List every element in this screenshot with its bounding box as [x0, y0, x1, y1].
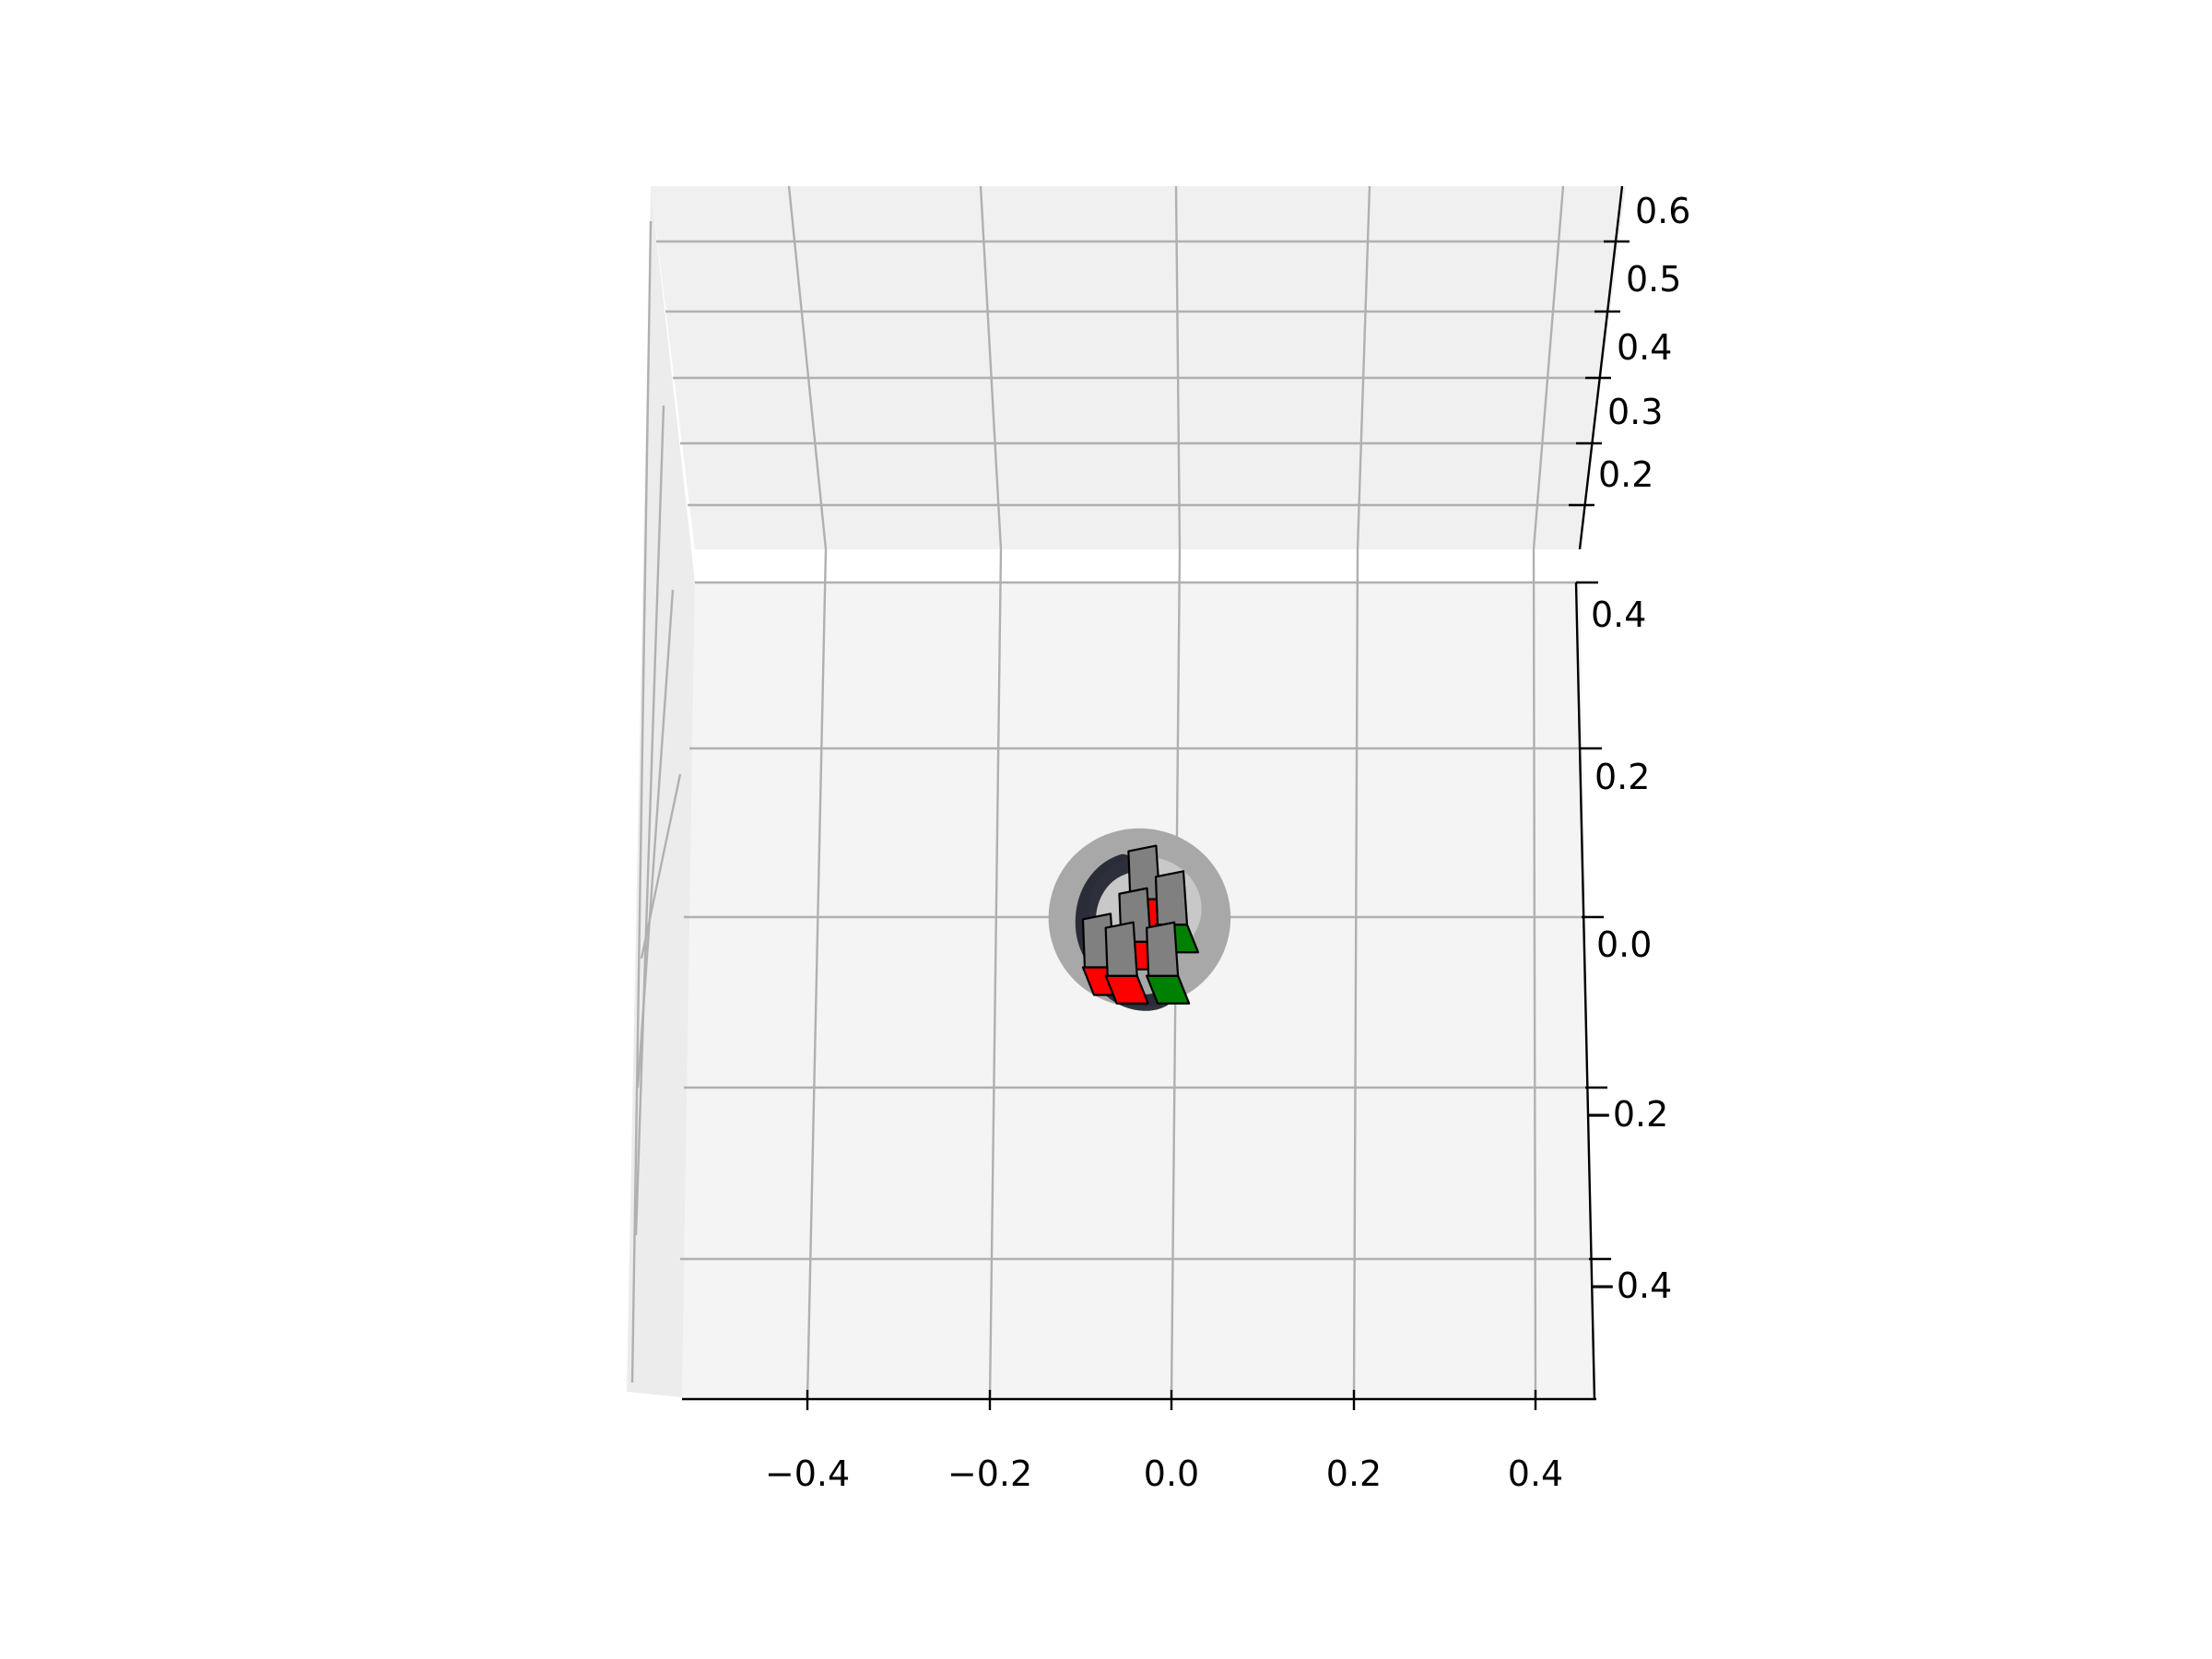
y-axis-line	[1574, 582, 1596, 1400]
gripper-boxes	[1081, 844, 1200, 1005]
floor-grid-line-x	[1532, 548, 1537, 1400]
side-pane-left	[627, 186, 695, 1397]
z-tick-label: 0.6	[1635, 191, 1690, 231]
back-grid-line-x	[1174, 185, 1182, 550]
x-tick-label: −0.4	[765, 1453, 850, 1494]
z-tick-labels: 0.6 0.5 0.4 0.3 0.2	[1598, 191, 1690, 495]
y-tick-label: 0.4	[1591, 594, 1646, 635]
y-tick-label: −0.2	[1583, 1094, 1668, 1135]
side-grid-line	[630, 220, 653, 1383]
x-tick-label: 0.0	[1144, 1453, 1199, 1494]
y-tick-label: 0.2	[1594, 757, 1650, 797]
gripper-box-top	[1104, 921, 1138, 977]
back-grid-line-x	[1356, 185, 1371, 550]
gripper-box	[1104, 921, 1149, 1005]
axes-panes	[627, 186, 1626, 1397]
side-grid-line	[640, 773, 682, 959]
z-tick-label: 0.2	[1598, 454, 1653, 495]
side-grid-line	[634, 405, 665, 1236]
z-tick-label: 0.5	[1626, 259, 1681, 300]
gripper-box-top	[1146, 921, 1180, 977]
floor-grid-line-x	[806, 548, 828, 1400]
grid-lines	[630, 185, 1617, 1400]
z-axis-line	[1578, 185, 1624, 550]
gripper-box-top	[1154, 870, 1189, 926]
z-tick-label: 0.3	[1607, 392, 1663, 432]
back-pane	[651, 186, 1626, 549]
back-grid-line-x	[979, 185, 1003, 550]
gripper-box	[1146, 921, 1191, 1005]
axis-lines	[682, 185, 1630, 1410]
floor-grid-line-x	[988, 548, 1003, 1400]
back-grid-line-x	[787, 185, 828, 550]
x-tick-label: 0.2	[1326, 1453, 1382, 1494]
y-tick-label: −0.4	[1587, 1265, 1672, 1306]
floor-grid-line-x	[1352, 548, 1359, 1400]
gripper-box	[1154, 870, 1200, 954]
y-tick-labels: 0.4 0.2 0.0 −0.2 −0.4	[1583, 594, 1672, 1306]
x-tick-label: 0.4	[1508, 1453, 1563, 1494]
x-tick-label: −0.2	[947, 1453, 1032, 1494]
back-grid-line-x	[1532, 185, 1565, 550]
side-grid-line	[636, 589, 675, 1088]
z-tick-label: 0.4	[1617, 327, 1672, 368]
x-tick-labels: −0.4 −0.2 0.0 0.2 0.4	[765, 1453, 1563, 1494]
y-tick-label: 0.0	[1596, 924, 1652, 965]
